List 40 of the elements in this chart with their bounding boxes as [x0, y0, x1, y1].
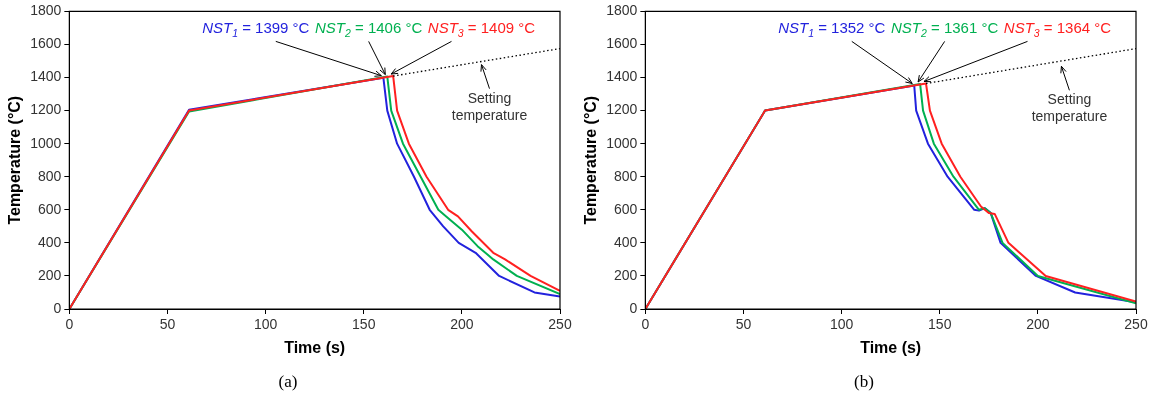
annotation: Setting temperature — [451, 89, 528, 123]
y-tick-label: 0 — [53, 299, 62, 316]
x-tick-label: 150 — [352, 316, 376, 333]
x-tick-label: 200 — [1026, 316, 1050, 333]
annotation: Setting temperature — [1031, 91, 1108, 125]
y-tick-label: 800 — [37, 167, 62, 184]
x-tick-label: 250 — [548, 316, 572, 333]
x-axis-title: Time (s) — [860, 338, 922, 356]
y-tick-label: 1600 — [606, 35, 638, 52]
x-tick-label: 50 — [735, 316, 752, 333]
y-tick-label: 600 — [613, 200, 638, 217]
y-tick-label: 200 — [37, 266, 62, 283]
y-tick-label: 1400 — [30, 68, 62, 85]
y-axis-title: Temperature (°C) — [582, 95, 600, 225]
x-tick-label: 250 — [1124, 316, 1148, 333]
y-tick-label: 1200 — [606, 101, 638, 118]
x-tick-label: 100 — [829, 316, 854, 333]
y-tick-label: 400 — [37, 233, 62, 250]
y-tick-label: 1800 — [606, 2, 638, 19]
y-tick-label: 400 — [613, 233, 638, 250]
y-tick-label: 1400 — [606, 68, 638, 85]
y-tick-label: 1200 — [30, 101, 62, 118]
x-tick-label: 200 — [450, 316, 474, 333]
y-tick-label: 1000 — [606, 134, 638, 151]
x-tick-label: 100 — [253, 316, 278, 333]
y-tick-label: 1600 — [30, 35, 62, 52]
y-tick-label: 1800 — [30, 2, 62, 19]
x-tick-label: 0 — [65, 316, 74, 333]
y-tick-label: 800 — [613, 167, 638, 184]
y-tick-label: 1000 — [30, 134, 62, 151]
y-tick-label: 0 — [629, 299, 638, 316]
x-tick-label: 50 — [159, 316, 176, 333]
y-tick-label: 600 — [37, 200, 62, 217]
x-tick-label: 0 — [641, 316, 650, 333]
text: (b) — [853, 372, 875, 392]
x-axis-title: Time (s) — [284, 338, 346, 356]
y-axis-title: Temperature (°C) — [6, 95, 24, 225]
text: (a) — [277, 372, 299, 392]
x-tick-label: 150 — [928, 316, 952, 333]
y-tick-label: 200 — [613, 266, 638, 283]
